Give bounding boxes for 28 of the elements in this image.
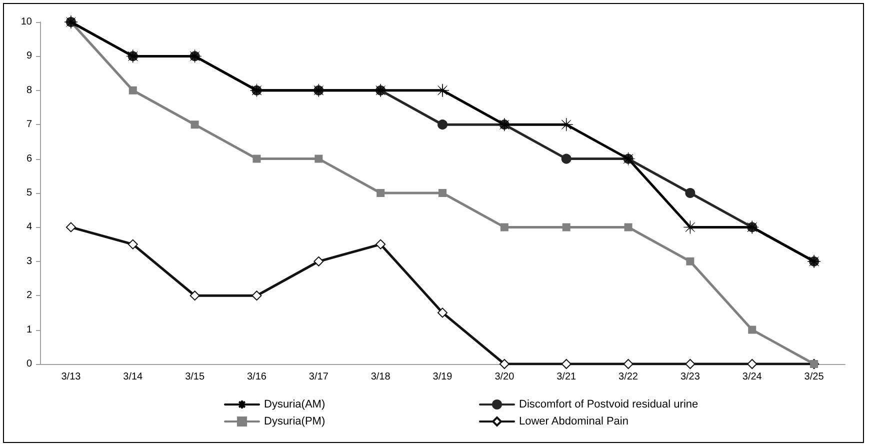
x-tick-label: 3/21 — [556, 372, 577, 382]
y-tick-label: 7 — [26, 119, 32, 130]
x-tick-label: 3/17 — [308, 372, 329, 382]
x-tick-label: 3/13 — [61, 372, 82, 382]
x-tick-label: 3/15 — [185, 372, 205, 382]
x-tick-label: 3/16 — [246, 372, 267, 382]
x-tick-label: 3/20 — [494, 372, 515, 382]
y-tick-label: 5 — [26, 188, 32, 198]
x-tick-label: 3/23 — [680, 372, 700, 382]
x-tick-label: 3/24 — [742, 372, 762, 382]
y-tick-label: 8 — [26, 84, 32, 96]
y-tick-label: 3 — [26, 256, 32, 267]
legend-label: Lower Abdominal Pain — [519, 416, 628, 428]
y-tick-label: 0 — [26, 358, 32, 370]
y-tick-label: 2 — [26, 290, 32, 302]
x-tick-label: 3/19 — [432, 372, 453, 382]
y-tick-label: 6 — [26, 153, 32, 164]
legend-label: Dysuria(AM) — [264, 398, 326, 410]
x-tick-label: 3/14 — [123, 372, 144, 382]
y-tick-label: 10 — [20, 16, 32, 28]
y-tick-label: 1 — [26, 324, 32, 336]
x-tick-label: 3/22 — [618, 372, 638, 382]
legend-label: Dysuria(PM) — [264, 416, 326, 428]
x-tick-label: 3/18 — [370, 372, 391, 382]
y-tick-label: 9 — [26, 50, 32, 62]
y-tick-label: 4 — [26, 222, 32, 233]
legend-label: Discomfort of Postvoid residual urine — [519, 398, 698, 410]
x-tick-label: 3/25 — [804, 372, 824, 382]
